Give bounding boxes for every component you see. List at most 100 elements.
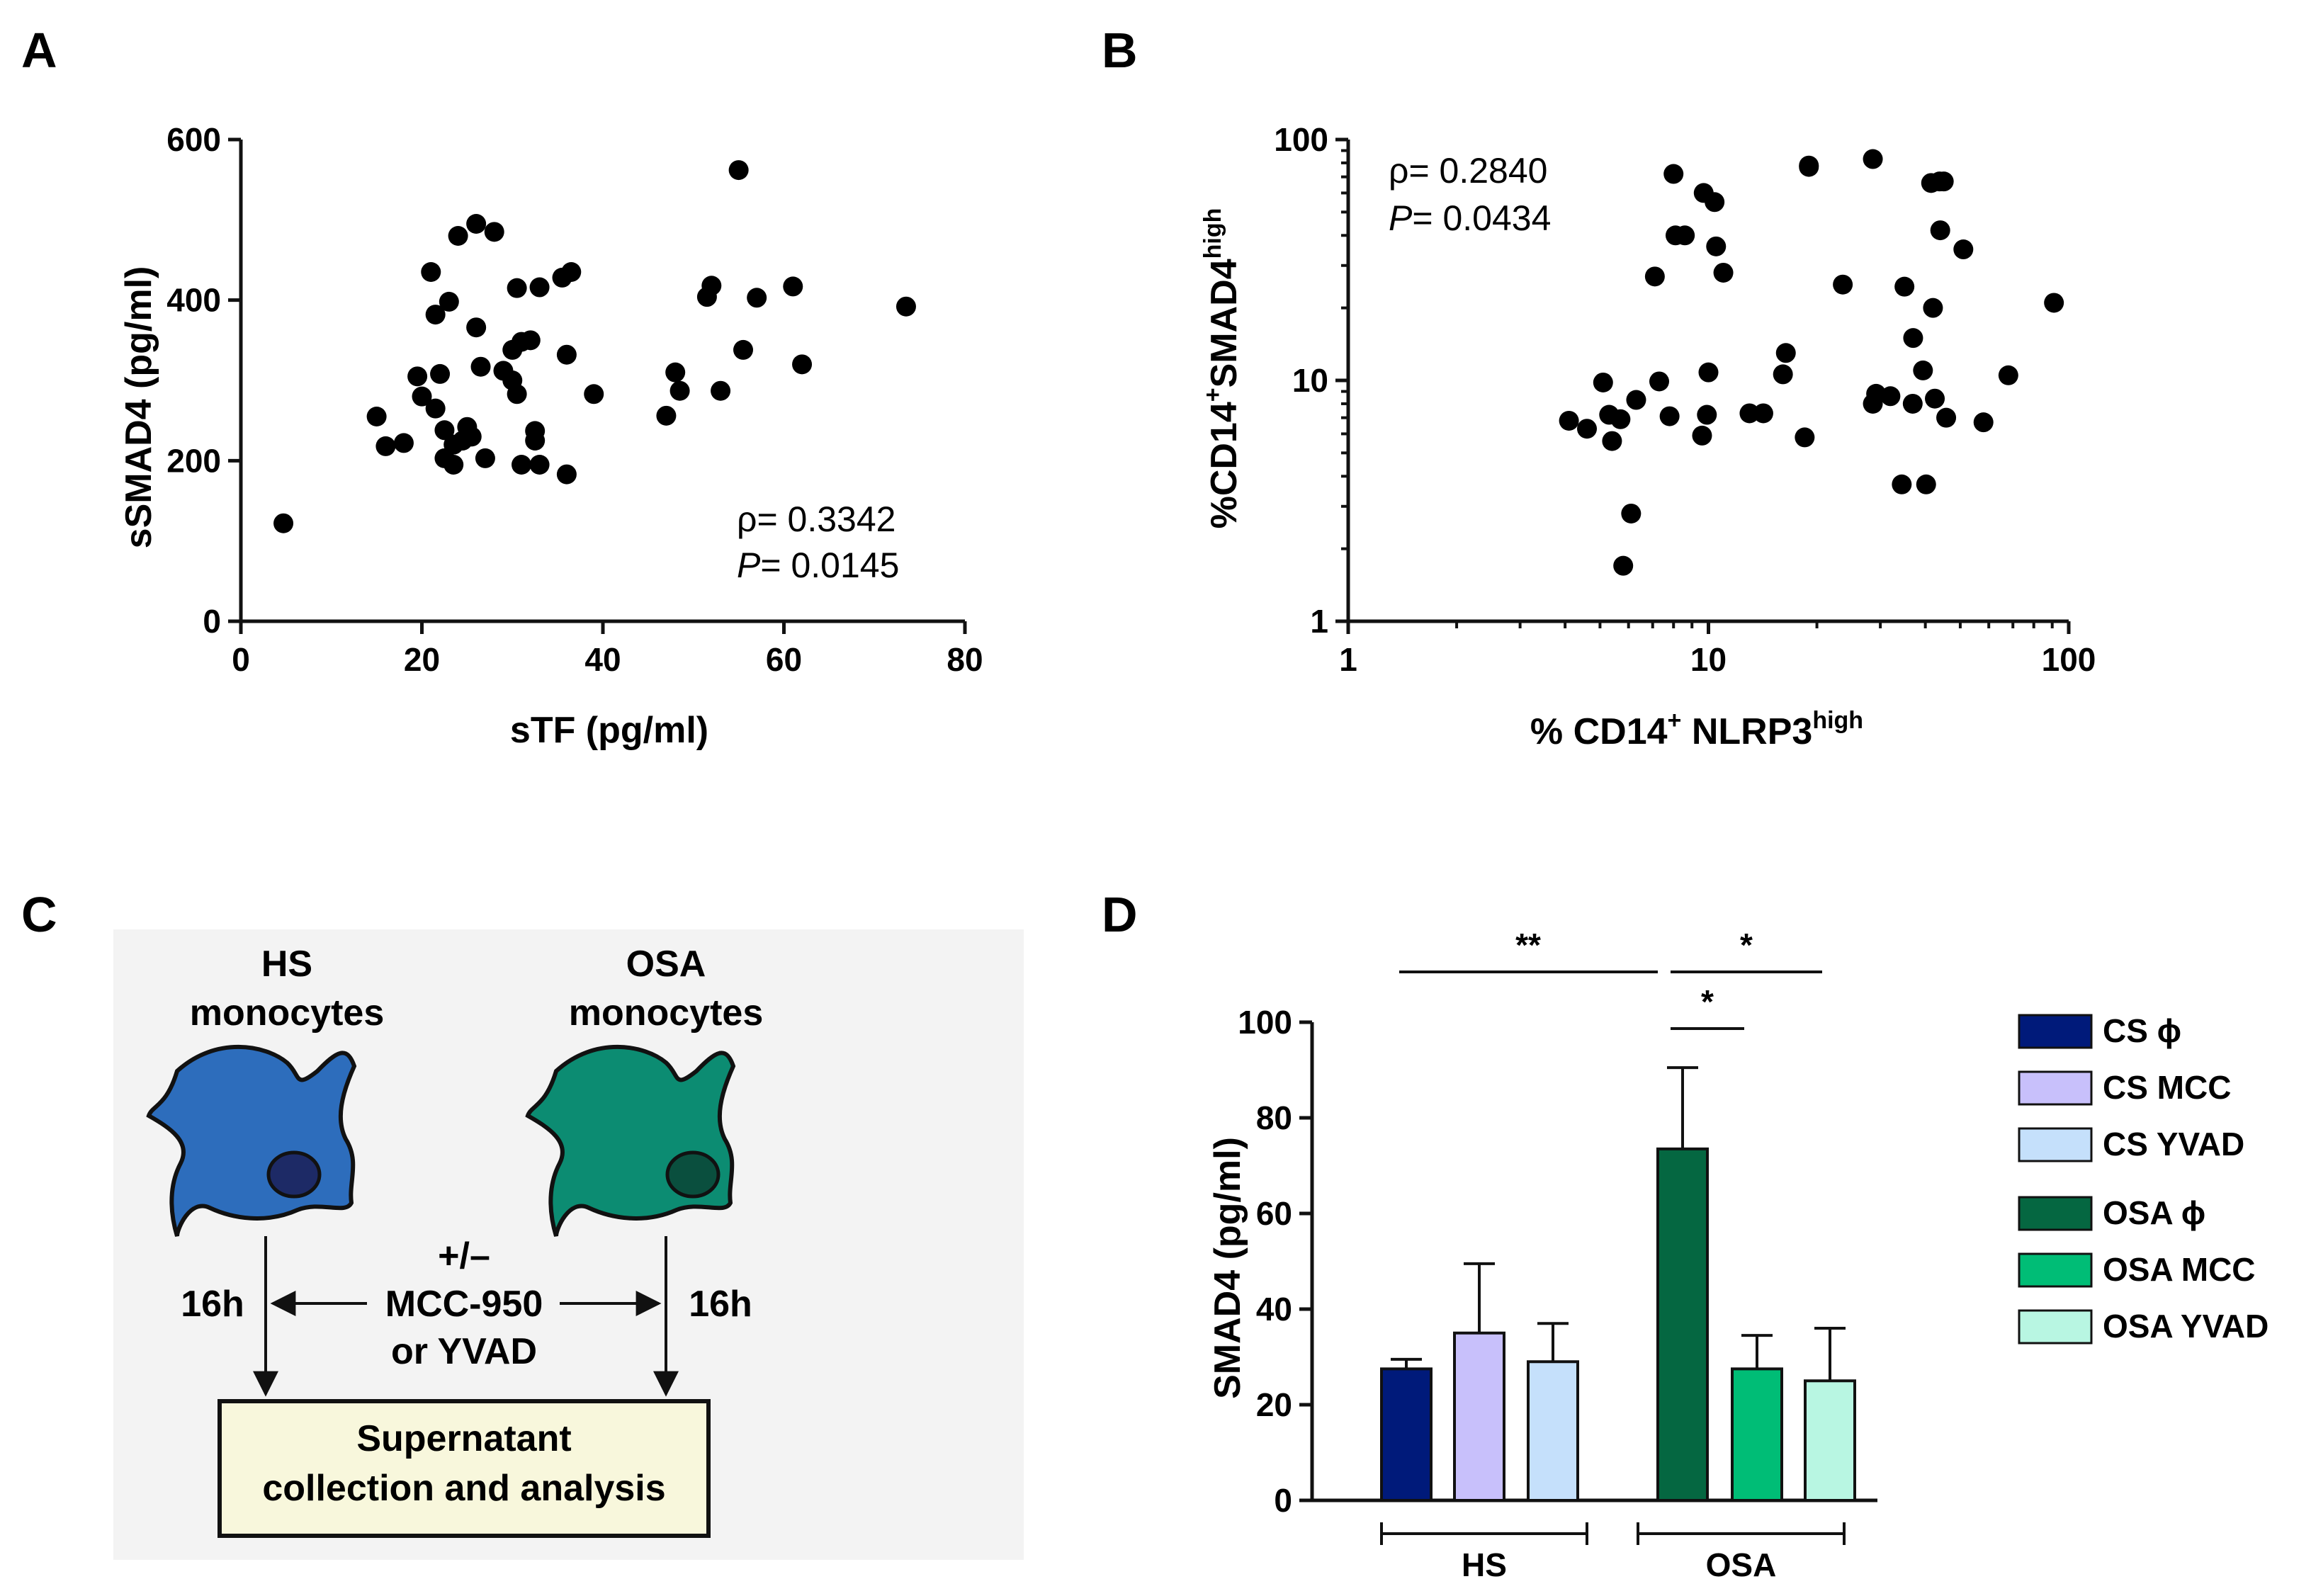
data-point [1913, 360, 1933, 380]
data-point [1894, 276, 1915, 297]
osa-monocyte-cell [525, 1044, 736, 1237]
data-point [529, 277, 550, 298]
data-point [1880, 386, 1901, 407]
data-point [443, 455, 464, 475]
legend-swatch [2018, 1014, 2093, 1049]
p-symbol: P [737, 545, 761, 585]
data-point [1663, 164, 1684, 184]
x-tick-label: 80 [947, 641, 983, 678]
data-point [1903, 328, 1923, 349]
data-point [561, 262, 582, 282]
data-point [1602, 431, 1622, 451]
data-point [484, 222, 504, 242]
supernatant-subtitle: collection and analysis [262, 1468, 665, 1509]
y-tick-label: 60 [1256, 1195, 1292, 1232]
significance-marker: * [1701, 983, 1714, 1020]
data-point [366, 407, 387, 426]
x-tick-label: 100 [2042, 641, 2096, 678]
data-point [470, 356, 491, 377]
data-point [434, 420, 455, 441]
data-point [1577, 419, 1598, 439]
data-point [461, 426, 482, 447]
y-tick-label: 100 [1238, 1004, 1292, 1041]
treatment-sign: +/– [438, 1235, 490, 1277]
data-point [701, 276, 722, 296]
legend-swatch [2018, 1127, 2093, 1162]
chart-a-p: P= 0.0145 [737, 545, 899, 585]
data-point [507, 384, 527, 404]
chart-b-p: P= 0.0434 [1389, 198, 1551, 238]
x-label-part: % CD14 [1530, 711, 1668, 752]
rho-value: = 0.3342 [757, 499, 895, 539]
experiment-diagram: HS monocytes OSA monocytes 16h 16h +/– M… [113, 929, 1024, 1560]
data-point [421, 262, 441, 282]
legend-swatch [2018, 1252, 2093, 1288]
data-point [430, 363, 451, 384]
data-point [747, 288, 767, 308]
y-tick-label: 600 [166, 121, 221, 158]
data-point [1649, 371, 1669, 392]
y-tick-label: 0 [203, 603, 221, 640]
data-point [448, 226, 468, 246]
data-point [783, 276, 803, 297]
data-point [792, 354, 813, 375]
y-label-sup: + [1199, 387, 1226, 402]
data-point [1916, 474, 1936, 494]
y-tick-label: 10 [1292, 362, 1328, 399]
legend-label: OSA MCC [2103, 1251, 2256, 1288]
legend-label: CS YVAD [2103, 1126, 2244, 1162]
data-point [1644, 266, 1665, 287]
data-point [556, 464, 577, 485]
x-label-sup: + [1668, 707, 1682, 734]
data-point [1706, 236, 1727, 256]
data-point [584, 384, 604, 404]
data-point [1973, 412, 1994, 433]
data-point [1621, 503, 1642, 523]
osa-nucleus [665, 1150, 721, 1199]
chart-d-groups: HS OSA [1380, 1522, 1846, 1583]
data-point [1713, 262, 1734, 283]
data-point [393, 433, 414, 453]
y-tick-label: 20 [1256, 1386, 1292, 1423]
data-point [1936, 407, 1957, 428]
p-value: = 0.0434 [1412, 198, 1551, 238]
data-point [1923, 298, 1943, 318]
chart-b-axes: 1 10 100 1 10 100 [1274, 121, 2096, 678]
y-tick-label: 200 [166, 442, 221, 479]
data-point [1613, 555, 1634, 576]
hs-label: HS [261, 944, 312, 985]
data-point [1892, 474, 1912, 494]
bar [1380, 1367, 1433, 1502]
x-tick-label: 10 [1690, 641, 1727, 678]
data-point [1902, 393, 1923, 414]
scatter-chart-a: 0 20 40 60 80 0 200 400 600 sTF (pg/ml) sSMAD4 (… [118, 121, 983, 751]
p-symbol: P [1389, 198, 1413, 238]
data-point [1593, 372, 1613, 392]
data-point [520, 330, 541, 351]
data-point [1739, 403, 1760, 424]
data-point [475, 448, 495, 468]
x-tick-label: 60 [766, 641, 802, 678]
legend-label: CS ϕ [2103, 1012, 2181, 1049]
x-tick-label: 0 [232, 641, 250, 678]
data-point [733, 339, 754, 360]
data-point [895, 296, 916, 317]
panel-label-d: D [1102, 887, 1138, 942]
data-point [412, 386, 432, 407]
data-point [1863, 149, 1883, 169]
data-point [1933, 171, 1954, 192]
panel-label-c: C [21, 887, 57, 942]
legend-label: OSA ϕ [2103, 1194, 2205, 1231]
data-point [711, 380, 731, 401]
y-label-sup: high [1199, 208, 1226, 259]
chart-d-y-label: SMAD4 (pg/ml) [1207, 1137, 1248, 1399]
data-point [466, 214, 487, 234]
treatment-drug: MCC-950 [385, 1284, 543, 1325]
y-label-part: %CD14 [1204, 402, 1245, 528]
significance-marker: * [1740, 927, 1753, 963]
chart-d-bars [1380, 1066, 1856, 1502]
chart-a-points [273, 160, 916, 533]
data-point [1799, 157, 1819, 177]
data-point [375, 436, 396, 456]
